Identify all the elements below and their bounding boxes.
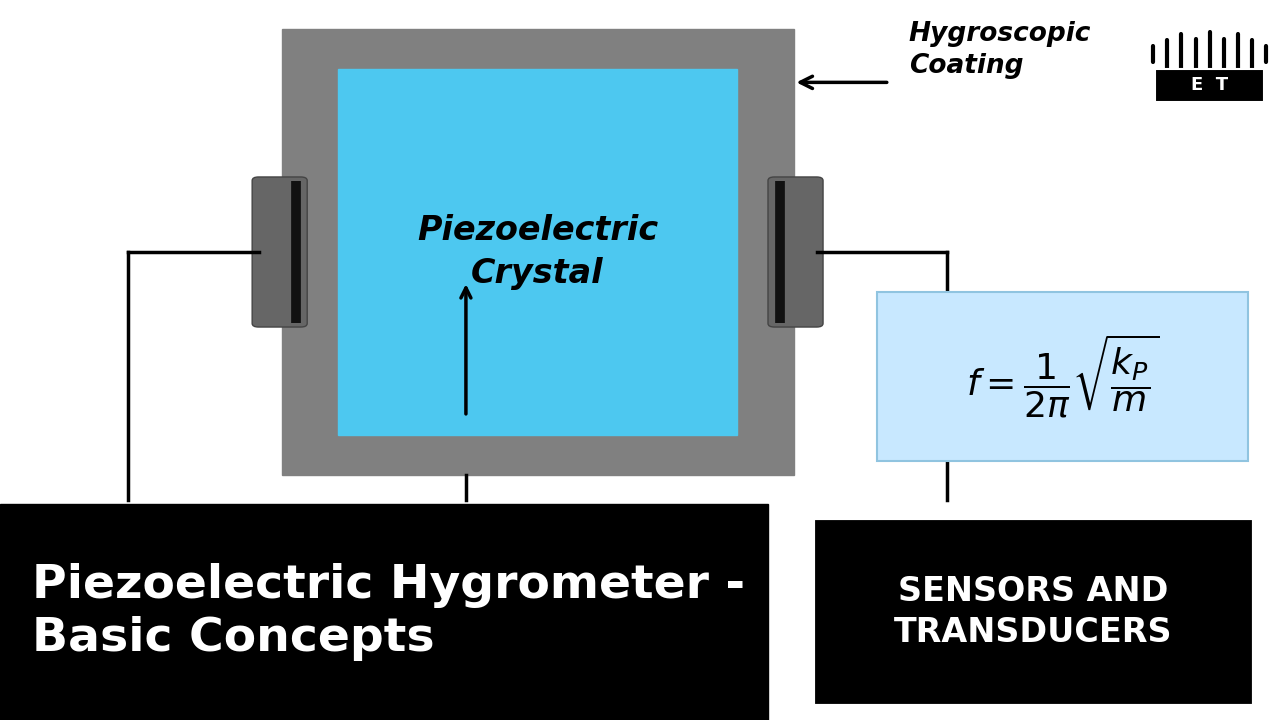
- Bar: [1156, 69, 1265, 102]
- Text: Piezoelectric
Crystal: Piezoelectric Crystal: [417, 214, 658, 290]
- Text: $f = \dfrac{1}{2\pi}\sqrt{\dfrac{k_P}{m}}$: $f = \dfrac{1}{2\pi}\sqrt{\dfrac{k_P}{m}…: [966, 333, 1158, 420]
- Bar: [877, 292, 1248, 461]
- Bar: [338, 69, 737, 435]
- Text: E  T: E T: [1190, 76, 1229, 94]
- Bar: [813, 518, 1254, 706]
- FancyBboxPatch shape: [768, 177, 823, 327]
- Bar: [282, 29, 794, 475]
- Text: Piezoelectric Hygrometer -
Basic Concepts: Piezoelectric Hygrometer - Basic Concept…: [32, 562, 745, 662]
- Text: SENSORS AND
TRANSDUCERS: SENSORS AND TRANSDUCERS: [895, 575, 1172, 649]
- Text: Hygroscopic
Coating: Hygroscopic Coating: [909, 21, 1091, 78]
- Bar: [0, 504, 768, 720]
- FancyBboxPatch shape: [252, 177, 307, 327]
